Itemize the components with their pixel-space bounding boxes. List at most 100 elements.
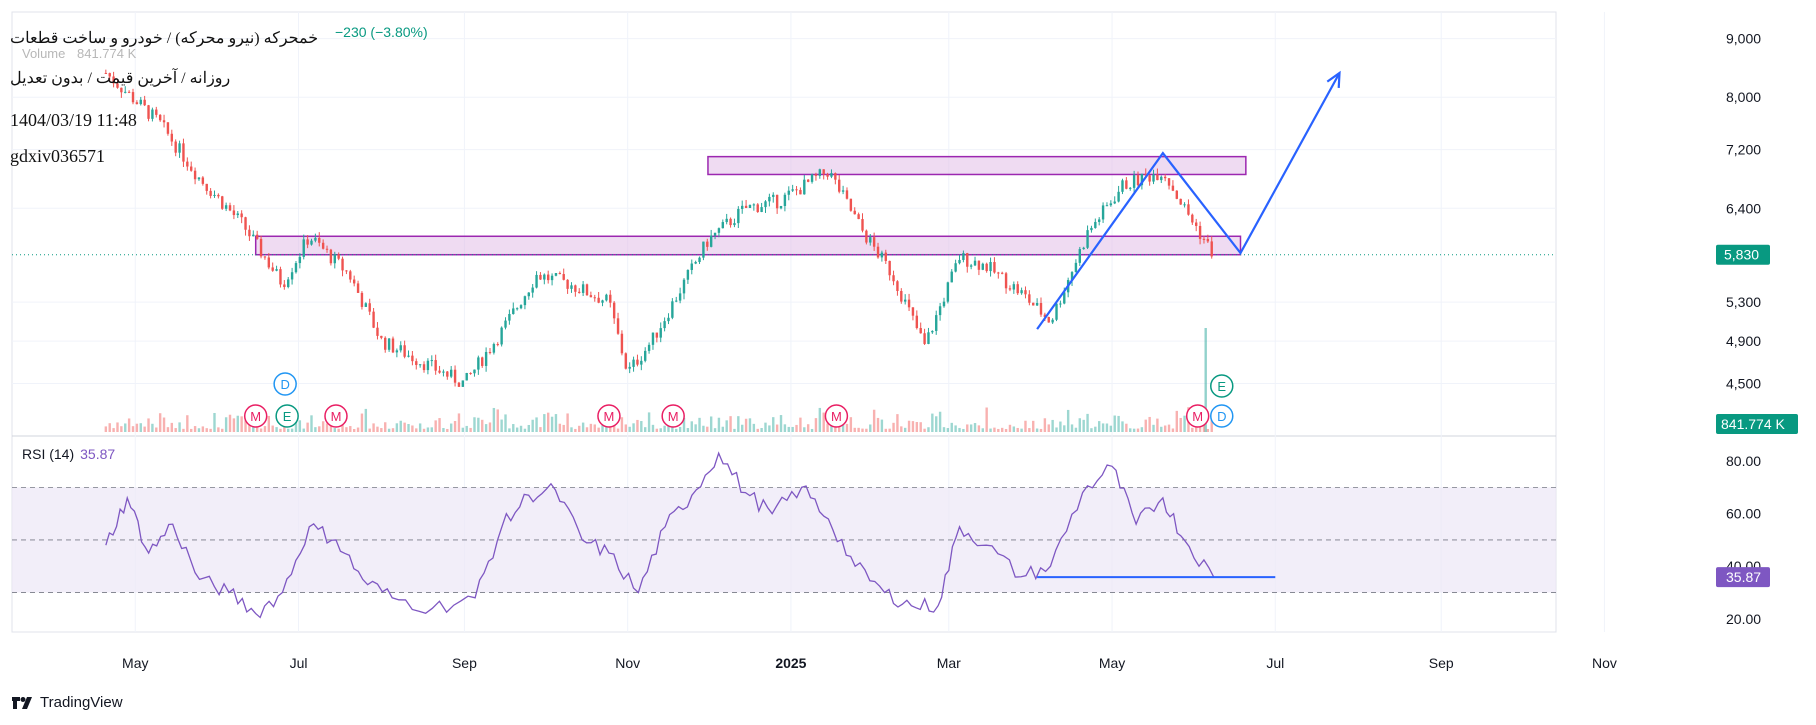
volume-bar [841, 424, 845, 432]
volume-bar [822, 412, 825, 432]
volume-bar [484, 424, 488, 432]
volume-bar [116, 422, 119, 432]
candle-body [155, 109, 158, 115]
volume-bar [135, 423, 139, 432]
candle-body [1136, 175, 1140, 186]
candle-body [857, 214, 860, 220]
candle-body [504, 320, 507, 328]
time-axis-label: May [122, 655, 148, 671]
volume-bar [314, 427, 317, 432]
time-axis-label: Nov [1592, 655, 1617, 671]
candle-body [550, 275, 554, 281]
candle-body [434, 360, 437, 371]
volume-bar [1136, 428, 1140, 432]
volume-bar [1144, 419, 1147, 432]
volume-bar [539, 427, 542, 432]
candle-body [624, 353, 628, 369]
candle-body [1016, 284, 1019, 294]
candle-body [896, 281, 899, 291]
candle-body [663, 321, 666, 329]
volume-bar [981, 428, 984, 432]
volume-bar [857, 427, 860, 432]
event-marker-e [1210, 374, 1234, 398]
subtitle: روزانه / آخرین قیمت / بدون تعدیل [10, 70, 231, 87]
candle-body [302, 239, 305, 257]
candle-body [620, 333, 624, 354]
volume-bar [1074, 427, 1078, 432]
candle-body [884, 252, 887, 261]
volume-bar [449, 423, 453, 432]
candle-body [430, 360, 433, 362]
volume-bar [814, 418, 818, 432]
volume-bar [415, 428, 418, 432]
candle-body [632, 359, 635, 367]
volume-bar [248, 423, 251, 432]
volume-bar [1008, 424, 1012, 432]
volume-bar [166, 427, 170, 432]
volume-bar [263, 426, 267, 432]
volume-bars [104, 328, 1213, 432]
volume-bar [962, 428, 965, 432]
candle-body [1187, 204, 1190, 215]
candle-body [158, 114, 162, 121]
candle-body [1163, 176, 1167, 179]
candle-body [903, 299, 907, 302]
volume-bar [438, 418, 441, 432]
candle-body [453, 369, 457, 383]
candle-body [310, 240, 313, 245]
candle-body [605, 294, 608, 301]
candle-body [659, 328, 662, 338]
volume-bar [411, 425, 414, 432]
candle-body [399, 345, 402, 351]
volume-bar [935, 416, 938, 432]
candle-body [616, 318, 620, 334]
volume-bar [170, 422, 174, 432]
candle-body [124, 91, 127, 93]
event-marker-label: M [604, 409, 615, 424]
candle-body [644, 350, 647, 361]
candle-body [1121, 180, 1124, 192]
candle-body [682, 279, 686, 294]
candle-body [1171, 185, 1175, 191]
candle-body [1156, 174, 1159, 181]
candle-body [706, 241, 709, 247]
volume-bar [1004, 428, 1008, 432]
price-axis-label: 7,200 [1726, 142, 1761, 158]
candle-body [935, 315, 938, 331]
candle-body [523, 296, 527, 306]
candle-body [240, 213, 243, 218]
candle-body [725, 218, 728, 223]
volume-legend-label: Volume [22, 46, 66, 61]
candle-body [294, 263, 298, 273]
candle-body [488, 351, 492, 353]
tradingview-brand[interactable]: TradingView [12, 694, 123, 711]
candle-body [977, 260, 981, 270]
volume-bar [706, 426, 709, 432]
candle-body [733, 223, 736, 226]
candle-body [636, 359, 639, 365]
candle-body [601, 300, 604, 303]
candle-body [1012, 284, 1016, 290]
candle-body [248, 229, 251, 237]
volume-bar [143, 426, 146, 432]
candle-body [872, 237, 876, 247]
candle-body [566, 279, 569, 289]
candle-body [477, 357, 480, 370]
event-marker-label: D [1217, 409, 1226, 424]
candle-body [950, 271, 953, 283]
event-marker-m [824, 404, 849, 428]
candle-body [729, 218, 732, 226]
candle-body [946, 282, 950, 302]
volume-bar [597, 427, 600, 432]
candle-body [853, 210, 856, 215]
candle-body [779, 206, 783, 209]
candle-body [349, 271, 352, 280]
volume-bar [446, 428, 449, 432]
candle-body [748, 204, 752, 208]
support-resistance-zone [707, 155, 1247, 176]
candle-body [1179, 198, 1182, 205]
event-marker-label: M [250, 409, 261, 424]
volume-bar [973, 423, 977, 432]
candle-body [744, 205, 748, 208]
